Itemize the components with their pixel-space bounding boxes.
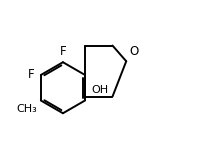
Text: CH₃: CH₃ [16,104,37,114]
Text: O: O [129,45,138,58]
Text: F: F [60,45,66,58]
Text: OH: OH [91,85,108,95]
Text: F: F [28,67,35,81]
